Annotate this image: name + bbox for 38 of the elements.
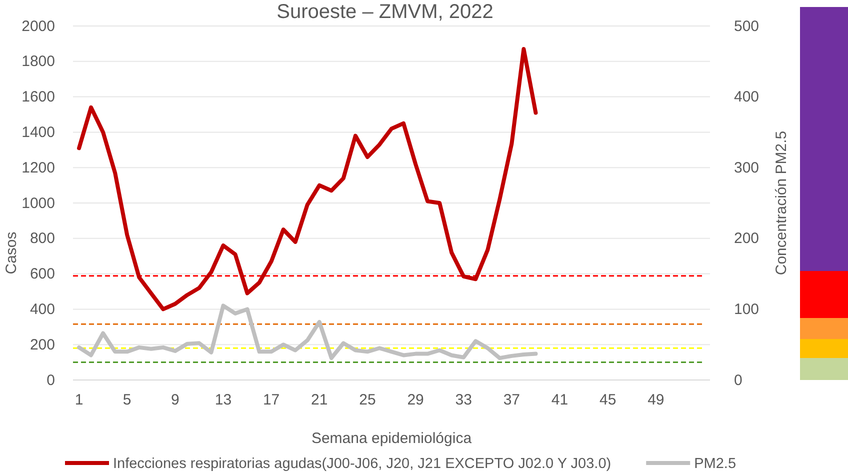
x-tick-label: 17 [262, 392, 280, 409]
x-axis-title: Semana epidemiológica [311, 430, 472, 447]
y2-tick-label: 500 [734, 18, 760, 35]
y-tick-label: 400 [30, 301, 55, 318]
y-tick-label: 800 [30, 230, 55, 248]
y-axis-title: Casos [3, 232, 20, 274]
y-tick-label: 0 [46, 372, 55, 389]
x-tick-label: 9 [170, 392, 180, 409]
y2-tick-label: 0 [734, 372, 742, 389]
x-tick-label: 49 [648, 392, 664, 409]
y2-tick-label: 200 [734, 230, 760, 248]
y2-axis-title: Concentración PM2.5 [773, 130, 790, 276]
y-tick-label: 1600 [22, 88, 55, 106]
y-tick-label: 1800 [22, 53, 55, 70]
y-tick-label: 1200 [22, 159, 55, 176]
line-series [77, 47, 538, 312]
legend-label: PM2.5 [694, 456, 736, 472]
x-tick-label: 33 [455, 392, 472, 409]
y2-tick-label: 400 [734, 88, 760, 106]
x-tick-label: 21 [311, 392, 328, 409]
x-tick-label: 1 [74, 392, 84, 409]
x-tick-label: 13 [214, 392, 232, 409]
y-tick-label: 1400 [22, 124, 55, 141]
y2-tick-label: 100 [734, 301, 760, 318]
y-tick-label: 1000 [22, 194, 55, 212]
y-tick-label: 2000 [22, 18, 55, 35]
x-tick-label: 41 [551, 392, 568, 409]
chart-title: Suroeste – ZMVM, 2022 [276, 1, 494, 23]
legend-label: Infecciones respiratorias agudas(J00-J06, J20, J21 EXCEPTO J02.0 Y J03.0) [113, 456, 612, 472]
x-tick-label: 25 [359, 392, 376, 409]
y2-tick-label: 300 [734, 159, 760, 176]
x-tick-label: 5 [122, 392, 132, 409]
x-tick-label: 29 [407, 392, 424, 409]
x-tick-label: 37 [503, 392, 520, 409]
line-series [77, 304, 538, 360]
x-tick-label: 45 [599, 392, 616, 409]
y-tick-label: 200 [30, 336, 55, 354]
y-tick-label: 600 [30, 266, 55, 283]
